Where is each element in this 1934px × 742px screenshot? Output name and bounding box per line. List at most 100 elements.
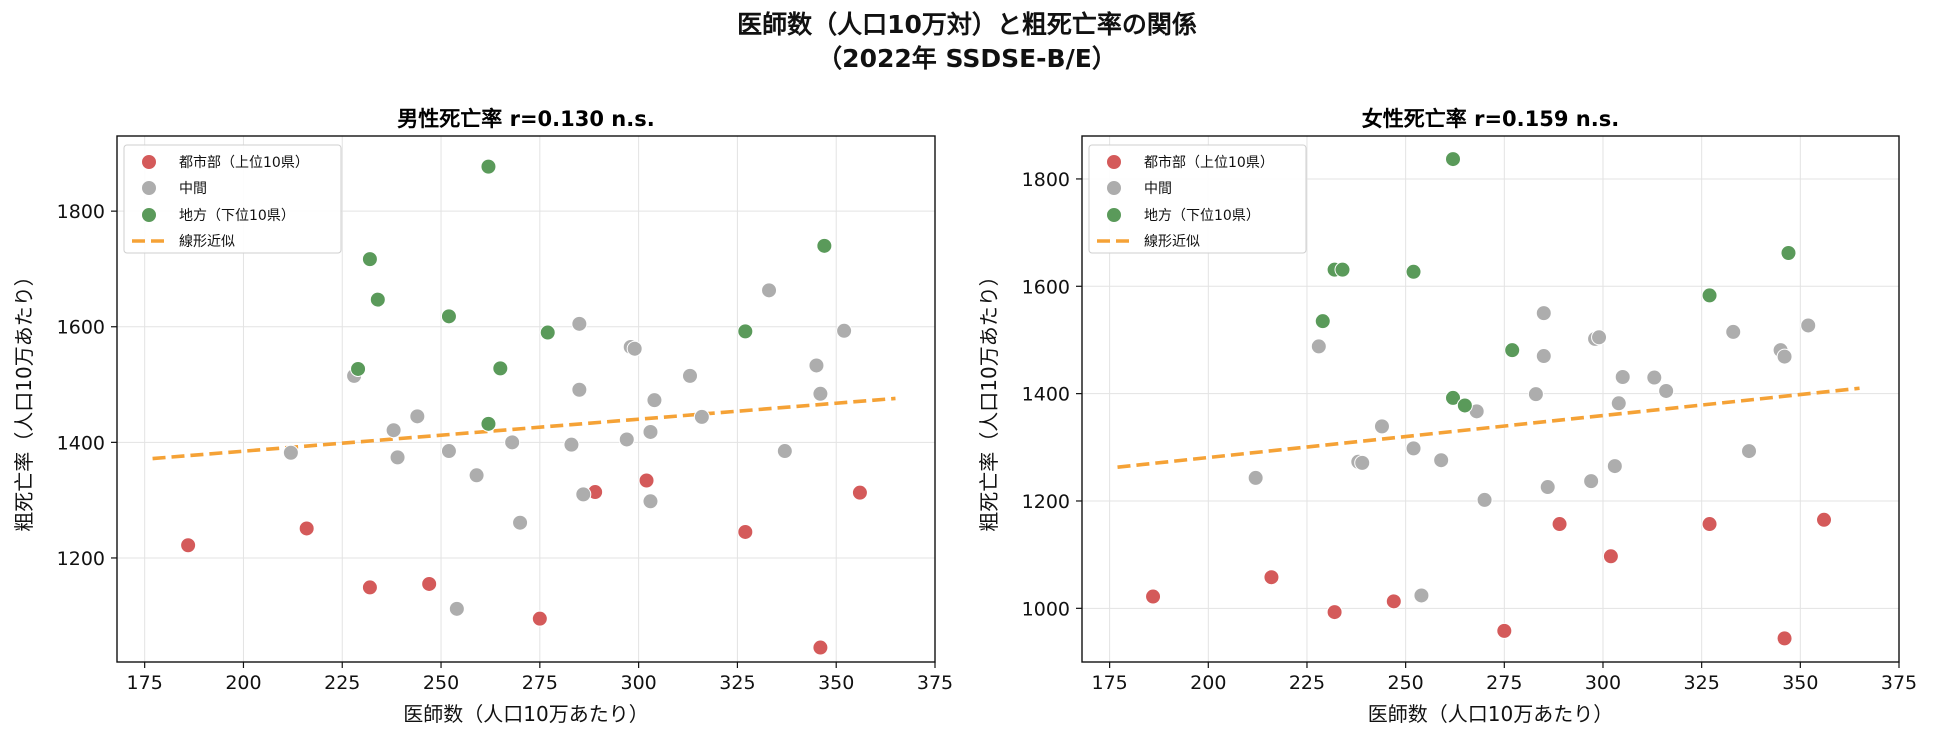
data-point-middle	[1405, 440, 1422, 457]
data-point-urban	[1816, 511, 1833, 528]
data-point-rural	[1504, 342, 1521, 359]
x-tick-label: 200	[1190, 672, 1226, 694]
data-point-middle	[409, 408, 426, 425]
data-point-rural	[1405, 263, 1422, 280]
data-point-middle	[836, 322, 853, 339]
data-point-middle	[761, 282, 778, 299]
data-point-middle	[389, 449, 406, 466]
data-point-urban	[1776, 630, 1793, 647]
y-tick-label: 1800	[57, 201, 105, 223]
data-point-urban	[1602, 548, 1619, 565]
legend-marker-rural	[1106, 207, 1122, 223]
data-point-rural	[440, 308, 457, 325]
legend-box	[123, 144, 342, 254]
y-axis-label: 粗死亡率（人口10万あたり）	[977, 266, 1001, 531]
data-point-middle	[571, 315, 588, 332]
data-point-middle	[1310, 338, 1327, 355]
data-point-middle	[1535, 348, 1552, 365]
data-point-middle	[776, 443, 793, 460]
data-point-middle	[1614, 368, 1631, 385]
data-point-urban	[851, 484, 868, 501]
data-point-middle	[448, 600, 465, 617]
figure-title-line2: （2022年 SSDSE-B/E）	[817, 44, 1117, 73]
data-point-middle	[1776, 348, 1793, 365]
x-tick-label: 325	[1684, 672, 1720, 694]
data-point-middle	[468, 467, 485, 484]
x-tick-label: 175	[1091, 672, 1127, 694]
legend-label: 地方（下位10県）	[1144, 208, 1260, 224]
data-point-middle	[1725, 323, 1742, 340]
x-tick-label: 225	[1289, 672, 1325, 694]
data-point-rural	[1314, 313, 1331, 330]
x-tick-label: 275	[522, 672, 558, 694]
legend-box	[1088, 144, 1307, 254]
data-point-middle	[1800, 317, 1817, 334]
data-point-urban	[1701, 516, 1718, 533]
x-tick-label: 300	[620, 672, 656, 694]
y-tick-label: 1400	[1022, 384, 1070, 406]
data-point-middle	[1413, 587, 1430, 604]
x-tick-label: 350	[818, 672, 854, 694]
data-point-rural	[1334, 261, 1351, 278]
legend-label: 都市部（上位10県）	[1144, 154, 1274, 171]
legend-marker-urban	[141, 154, 157, 170]
data-point-rural	[1701, 287, 1718, 304]
data-point-middle	[618, 431, 635, 448]
x-tick-label: 200	[225, 672, 261, 694]
plot-frame	[116, 135, 936, 663]
data-point-middle	[1646, 369, 1663, 386]
data-point-middle	[282, 444, 299, 461]
legend-marker-middle	[141, 180, 157, 196]
data-point-urban	[638, 472, 655, 489]
plot-frame	[1081, 135, 1900, 663]
data-point-urban	[298, 520, 315, 537]
data-point-urban	[1145, 588, 1162, 605]
data-point-urban	[1326, 604, 1343, 621]
data-point-middle	[1354, 454, 1371, 471]
data-point-middle	[642, 493, 659, 510]
x-tick-label: 375	[917, 672, 953, 694]
data-point-middle	[563, 436, 580, 453]
data-point-middle	[504, 434, 521, 451]
fit-line	[152, 396, 896, 461]
y-tick-label: 1400	[57, 432, 105, 454]
y-axis-label: 粗死亡率（人口10万あたり）	[12, 266, 36, 531]
data-point-rural	[480, 415, 497, 432]
data-point-middle	[681, 367, 698, 384]
data-point-middle	[1583, 473, 1600, 490]
male-mortality-panel: 175 200 225 250 275 300 325 350 375 1200 1400 1600 1…	[12, 107, 953, 726]
data-point-rural	[1445, 389, 1462, 406]
data-point-middle	[571, 381, 588, 398]
data-point-middle	[642, 423, 659, 440]
data-point-rural	[480, 158, 497, 175]
x-tick-label: 250	[1388, 672, 1424, 694]
data-point-middle	[1247, 469, 1264, 486]
x-tick-label: 300	[1585, 672, 1621, 694]
data-point-middle	[1433, 452, 1450, 469]
y-tick-label: 1800	[1022, 169, 1070, 191]
data-point-rural	[737, 323, 754, 340]
data-point-urban	[531, 610, 548, 627]
data-point-rural	[1780, 245, 1797, 262]
legend-label: 都市部（上位10県）	[179, 154, 309, 171]
legend-marker-urban	[1106, 154, 1122, 170]
data-point-middle	[1658, 382, 1675, 399]
figure-title: 医師数（人口10万対）と粗死亡率の関係 （2022年 SSDSE-B/E）	[0, 8, 1934, 76]
data-point-middle	[808, 357, 825, 374]
x-tick-label: 375	[1881, 672, 1917, 694]
data-point-urban	[1385, 593, 1402, 610]
x-tick-label: 325	[719, 672, 755, 694]
x-tick-label: 350	[1782, 672, 1818, 694]
data-point-middle	[385, 422, 402, 439]
data-point-rural	[539, 324, 556, 341]
data-point-middle	[1591, 329, 1608, 346]
legend-label: 中間	[179, 181, 207, 197]
data-point-middle	[575, 486, 592, 503]
data-point-middle	[626, 340, 643, 357]
x-axis-label: 医師数（人口10万あたり）	[403, 702, 648, 726]
data-point-urban	[737, 523, 754, 540]
data-point-middle	[646, 392, 663, 409]
